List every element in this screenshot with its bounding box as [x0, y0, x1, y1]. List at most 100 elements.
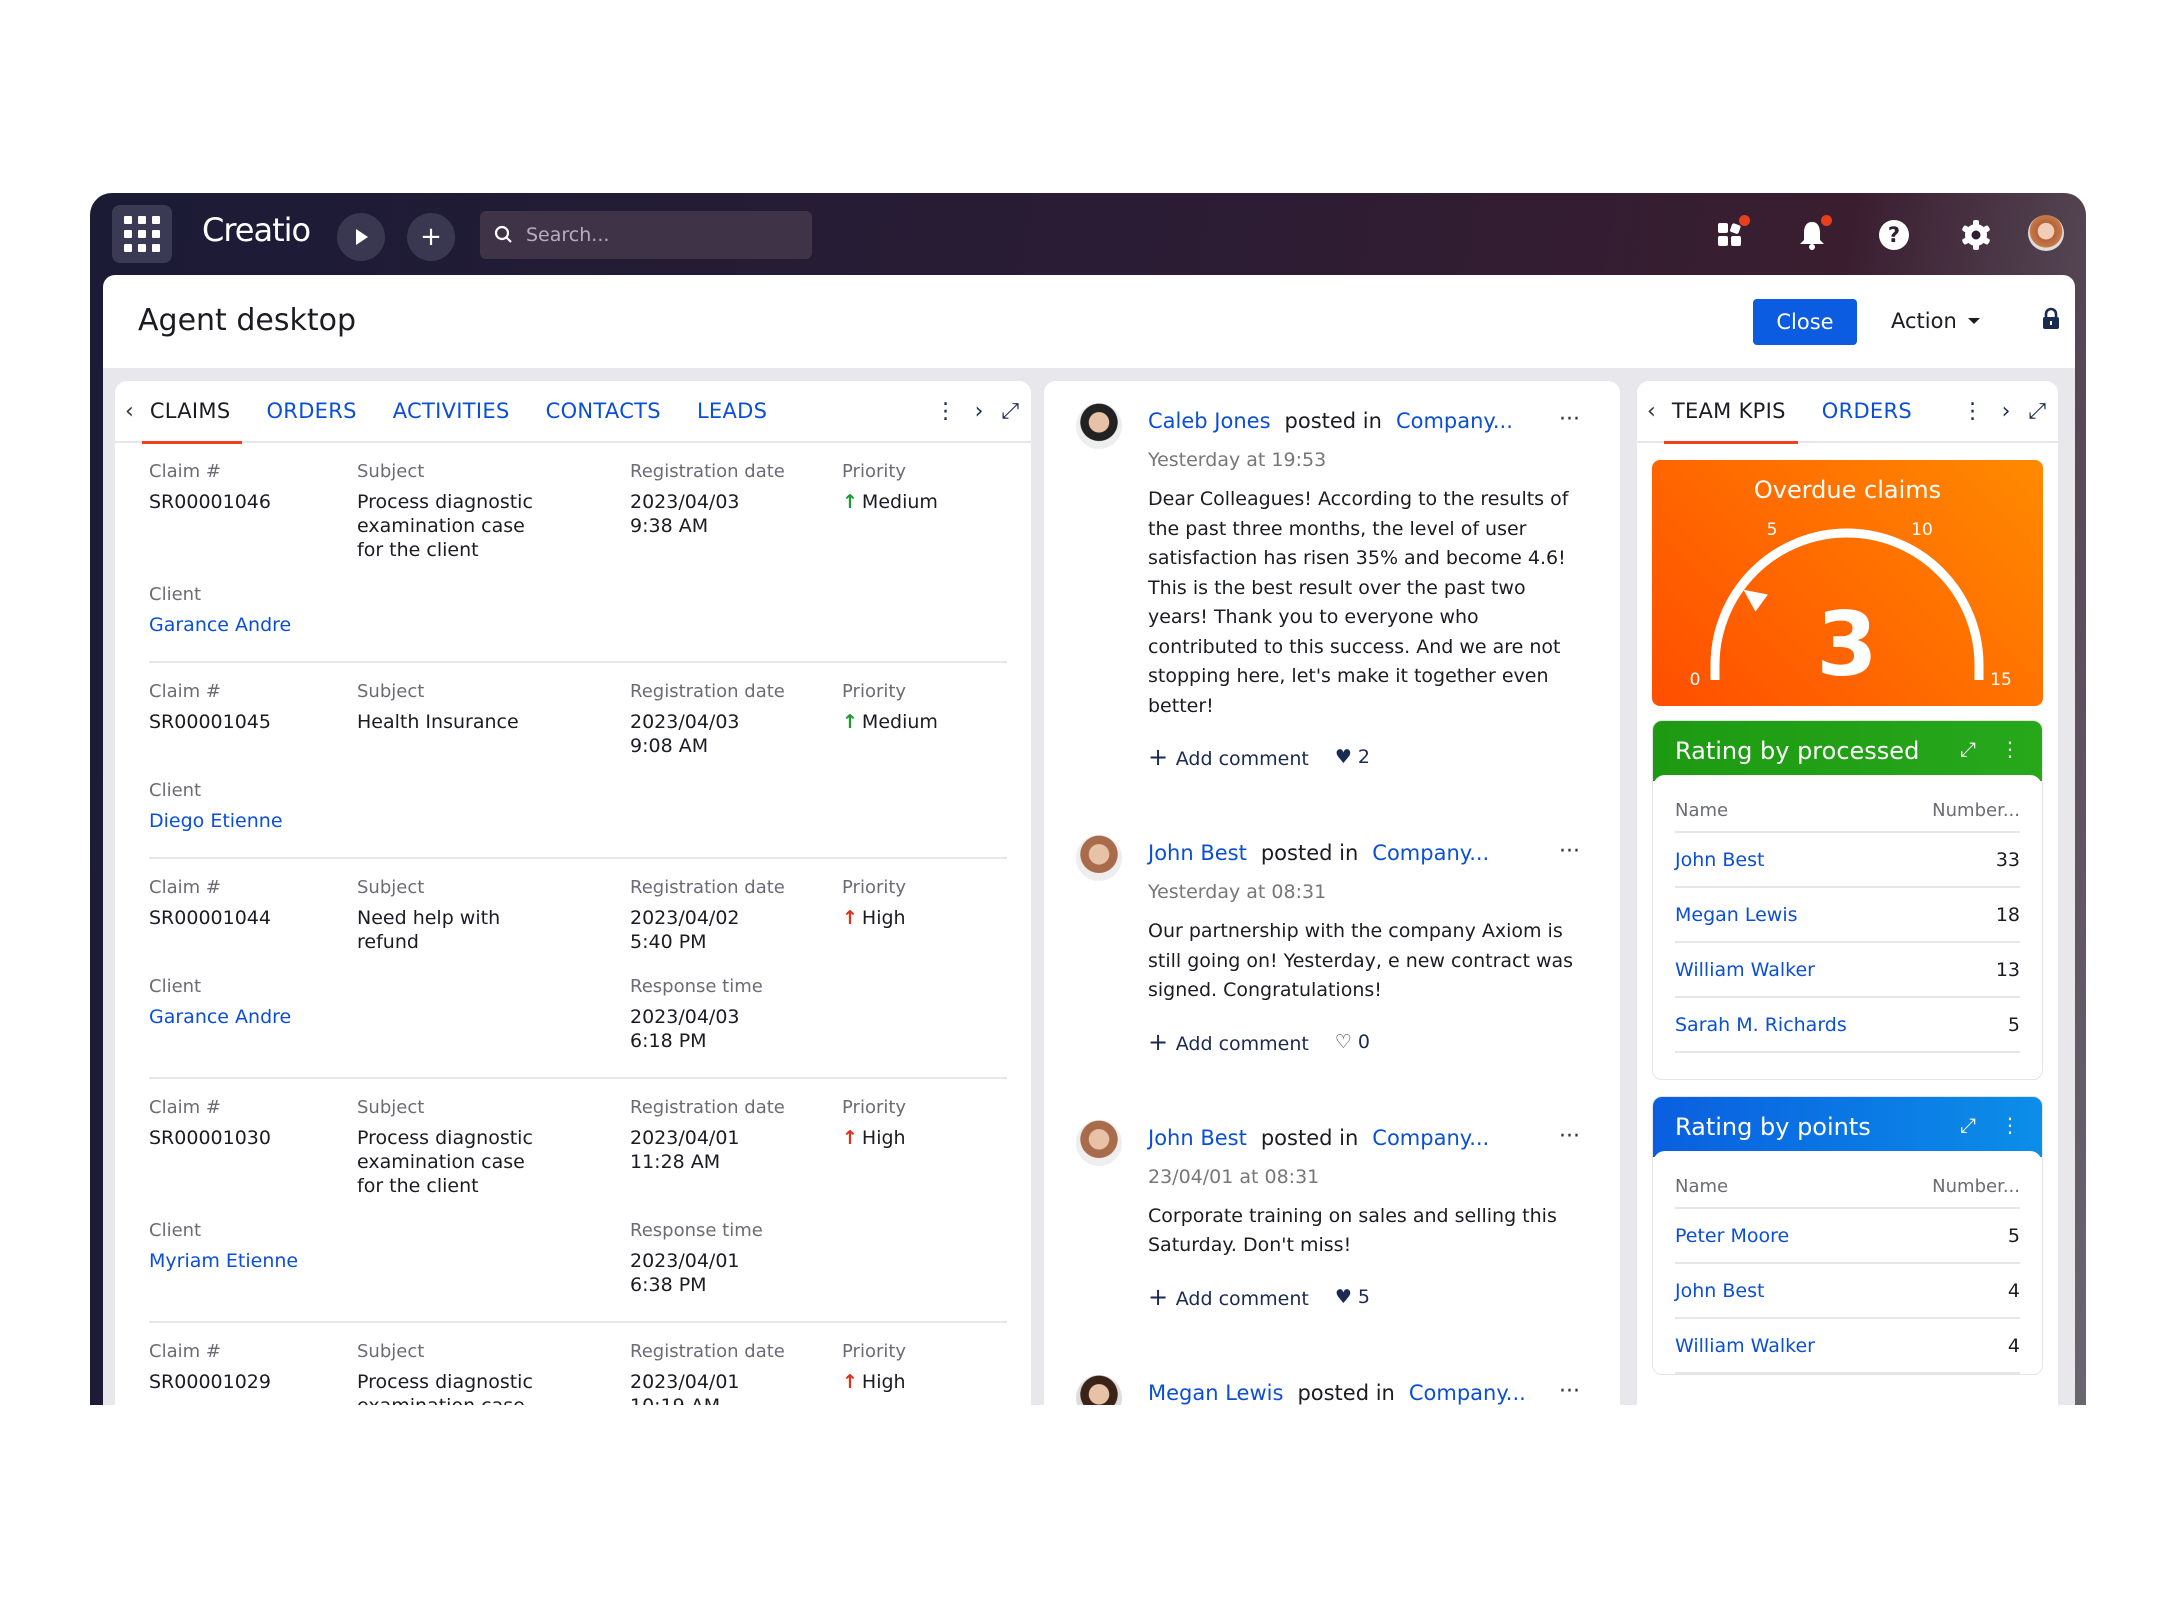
author-avatar[interactable] — [1076, 403, 1122, 449]
tab-orders[interactable]: ORDERS — [1821, 399, 1913, 423]
help-icon[interactable]: ? — [1872, 213, 1916, 257]
rating-value: 4 — [2007, 1334, 2020, 1357]
chevron-left-icon[interactable]: ‹ — [125, 398, 134, 424]
author-avatar[interactable] — [1076, 1374, 1122, 1405]
channel-link[interactable]: Company... — [1372, 1125, 1490, 1150]
overdue-claims-gauge[interactable]: Overdue claims 0 5 10 15 3 — [1652, 460, 2043, 706]
response-time-cell: Response time 2023/04/01 6:38 PM — [630, 1220, 842, 1297]
creatio-logo: Creatio — [202, 211, 311, 249]
chevron-right-icon[interactable]: › — [974, 399, 984, 424]
subject-label: Subject — [357, 1097, 425, 1118]
close-button[interactable]: Close — [1753, 299, 1857, 345]
claim-number-label: Claim # — [149, 1341, 221, 1362]
rating-title: Rating by points — [1675, 1113, 1871, 1141]
rating-header: Rating by points ⤢ ⋮ — [1653, 1097, 2042, 1157]
post-actions: + Add comment ♥ 5 — [1148, 1283, 1590, 1353]
person-link[interactable]: William Walker — [1675, 958, 1815, 981]
claims-list: Claim # SR00001046 Subject Process diagnost… — [115, 443, 1031, 1405]
rating-row[interactable]: Sarah M. Richards 5 — [1675, 998, 2020, 1053]
client-value[interactable]: Garance Andre — [149, 614, 292, 636]
channel-link[interactable]: Company... — [1395, 409, 1513, 433]
person-link[interactable]: John Best — [1675, 848, 1765, 871]
chevron-right-icon[interactable]: › — [2001, 399, 2011, 424]
like-button[interactable]: ♡ 0 — [1335, 1031, 1370, 1053]
author-avatar[interactable] — [1076, 835, 1122, 881]
expand-icon[interactable]: ⤢ — [1960, 737, 1976, 761]
add-comment-button[interactable]: + Add comment — [1148, 743, 1309, 771]
client-value[interactable]: Myriam Etienne — [149, 1250, 299, 1272]
post-more-icon[interactable]: ··· — [1559, 1378, 1580, 1404]
rating-row[interactable]: Megan Lewis 18 — [1675, 888, 2020, 943]
claim-row[interactable]: Claim # SR00001045 Subject Health Insurance… — [149, 663, 1007, 859]
apps-grid-icon[interactable] — [112, 205, 172, 263]
like-count: 2 — [1357, 746, 1371, 768]
gear-icon[interactable] — [1954, 213, 1998, 257]
column-number: Number... — [1932, 1175, 2020, 1197]
rating-row[interactable]: John Best 4 — [1675, 1264, 2020, 1319]
channel-link[interactable]: Company... — [1408, 1380, 1526, 1405]
subject-value: Process diagnostic examination case for … — [357, 1371, 533, 1405]
person-link[interactable]: Sarah M. Richards — [1675, 1013, 1847, 1036]
expand-icon[interactable]: ⤢ — [2028, 399, 2046, 424]
tab-orders[interactable]: ORDERS — [266, 399, 357, 423]
author-avatar[interactable] — [1076, 1119, 1122, 1166]
author-link[interactable]: Caleb Jones — [1148, 409, 1271, 433]
claim-row[interactable]: Claim # SR00001044 Subject Need help with r… — [149, 859, 1007, 1079]
rating-row[interactable]: John Best 33 — [1675, 833, 2020, 888]
post-more-icon[interactable]: ··· — [1559, 407, 1580, 432]
post-header: Caleb Jones posted in Company... — [1148, 403, 1590, 439]
search-box[interactable] — [480, 211, 812, 259]
top-bar: Creatio + ? — [90, 193, 2086, 275]
kpi-tabs: ‹ TEAM KPIS ORDERS ⋮ › ⤢ — [1637, 381, 2058, 444]
channel-link[interactable]: Company... — [1372, 841, 1490, 865]
tab-activities[interactable]: ACTIVITIES — [392, 399, 510, 423]
author-link[interactable]: John Best — [1148, 1125, 1247, 1150]
add-comment-button[interactable]: + Add comment — [1148, 1028, 1309, 1056]
rating-row[interactable]: William Walker 13 — [1675, 943, 2020, 998]
expand-icon[interactable]: ⤢ — [1960, 1113, 1976, 1137]
post-actions: + Add comment ♥ 2 — [1148, 743, 1590, 813]
claim-row[interactable]: Claim # SR00001030 Subject Process diagnost… — [149, 1079, 1007, 1323]
expand-icon[interactable]: ⤢ — [1001, 399, 1019, 424]
kebab-icon[interactable]: ⋮ — [2000, 737, 2020, 761]
widgets-icon[interactable] — [1708, 213, 1752, 257]
priority-value: ↑ High — [842, 1126, 1007, 1150]
search-input[interactable] — [526, 224, 786, 246]
tab-claims[interactable]: CLAIMS — [141, 381, 243, 444]
kebab-icon[interactable]: ⋮ — [2000, 1113, 2020, 1137]
lock-icon[interactable] — [2041, 307, 2061, 335]
like-button[interactable]: ♥ 5 — [1335, 1286, 1370, 1308]
bell-icon[interactable] — [1790, 213, 1834, 257]
author-link[interactable]: John Best — [1148, 841, 1247, 865]
subject-cell: Subject Process diagnostic examination ca… — [357, 461, 630, 562]
person-link[interactable]: William Walker — [1675, 1334, 1815, 1357]
action-button[interactable]: Action — [1891, 309, 1981, 333]
user-avatar[interactable] — [2028, 215, 2064, 251]
claim-row[interactable]: Claim # SR00001046 Subject Process diagnost… — [149, 443, 1007, 663]
plus-icon[interactable]: + — [407, 213, 455, 261]
tab-team-kpis[interactable]: TEAM KPIS — [1663, 381, 1798, 444]
feed-list: Caleb Jones posted in Company... ··· Yesterd… — [1044, 381, 1620, 1405]
tab-leads[interactable]: LEADS — [696, 399, 768, 423]
post-more-icon[interactable]: ··· — [1559, 1123, 1580, 1149]
client-value[interactable]: Diego Etienne — [149, 810, 283, 832]
person-link[interactable]: John Best — [1675, 1279, 1765, 1302]
rating-row[interactable]: Peter Moore 5 — [1675, 1209, 2020, 1264]
kebab-icon[interactable]: ⋮ — [1961, 399, 1984, 424]
like-button[interactable]: ♥ 2 — [1335, 746, 1370, 768]
claim-number-label: Claim # — [149, 877, 221, 898]
person-link[interactable]: Peter Moore — [1675, 1224, 1790, 1247]
arrow-up-icon: ↑ — [842, 711, 858, 733]
play-icon[interactable] — [337, 213, 385, 261]
chevron-left-icon[interactable]: ‹ — [1647, 398, 1656, 424]
person-link[interactable]: Megan Lewis — [1675, 903, 1798, 926]
client-value[interactable]: Garance Andre — [149, 1006, 292, 1028]
claim-row[interactable]: Claim # SR00001029 Subject Process diagnost… — [149, 1323, 1007, 1405]
post-more-icon[interactable]: ··· — [1559, 839, 1580, 864]
rating-row[interactable]: William Walker 4 — [1675, 1319, 2020, 1374]
author-link[interactable]: Megan Lewis — [1148, 1380, 1284, 1405]
add-comment-button[interactable]: + Add comment — [1148, 1283, 1309, 1311]
caret-down-icon — [1967, 318, 1980, 324]
kebab-icon[interactable]: ⋮ — [934, 399, 957, 424]
tab-contacts[interactable]: CONTACTS — [545, 399, 661, 423]
